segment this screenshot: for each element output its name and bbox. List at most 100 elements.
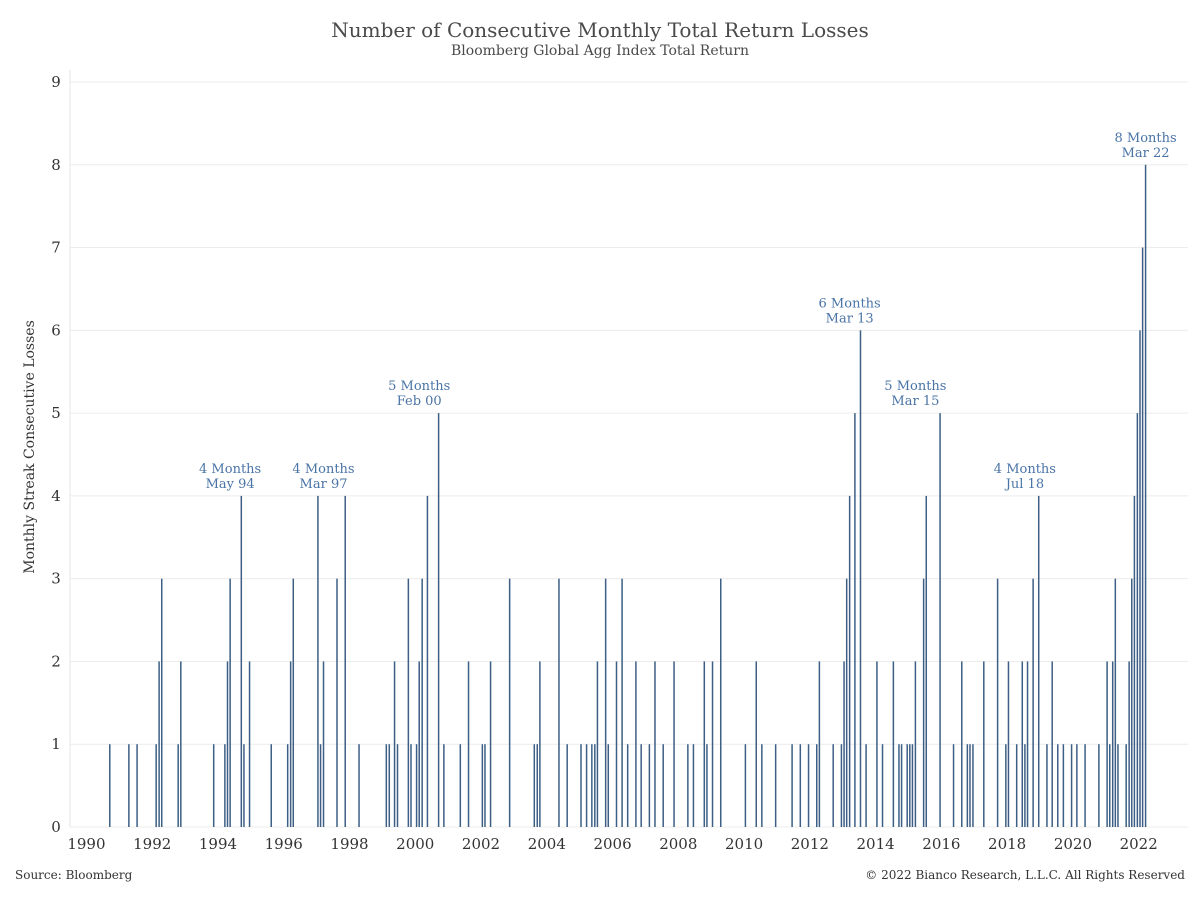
bar: [180, 661, 182, 827]
bar: [876, 661, 878, 827]
bar: [755, 661, 758, 827]
bar: [591, 744, 593, 827]
bar: [289, 661, 292, 827]
bar: [848, 495, 851, 827]
bar: [508, 578, 511, 827]
bar: [865, 744, 867, 827]
bar: [1139, 330, 1141, 827]
bar: [906, 744, 908, 827]
bar: [687, 744, 689, 827]
bar: [1133, 495, 1136, 827]
bar: [1024, 744, 1026, 827]
bar: [155, 744, 157, 827]
bar: [911, 744, 914, 827]
y-axis-label: Monthly Streak Consecutive Losses: [22, 320, 38, 574]
y-tick-label: 9: [51, 73, 61, 91]
bar: [706, 744, 708, 827]
bar: [385, 744, 388, 827]
annotation-duration: 4 Months: [199, 462, 261, 477]
bar: [585, 744, 588, 827]
bar: [421, 578, 423, 827]
bar: [358, 744, 360, 827]
bar: [177, 744, 179, 827]
bars: [109, 164, 1147, 828]
y-tick-label: 2: [51, 652, 61, 670]
bar: [160, 578, 163, 827]
x-tick-label: 2018: [988, 835, 1026, 853]
bar: [484, 744, 486, 827]
x-tick-label: 2020: [1054, 835, 1092, 853]
bar: [396, 744, 399, 827]
y-tick-label: 1: [51, 735, 61, 753]
bar: [654, 661, 656, 827]
bar: [1051, 661, 1053, 827]
bar: [840, 744, 843, 827]
bar: [224, 744, 226, 827]
x-tick-label: 2014: [857, 835, 895, 853]
bar: [292, 578, 295, 827]
x-tick-label: 2010: [725, 835, 763, 853]
bar: [1062, 744, 1065, 827]
x-tick-label: 2000: [396, 835, 434, 853]
bar: [1131, 578, 1133, 827]
bar: [972, 744, 974, 827]
bar: [317, 495, 319, 827]
annotation-duration: 4 Months: [994, 462, 1056, 477]
x-tick-label: 2022: [1120, 835, 1158, 853]
bar: [744, 744, 747, 827]
bar: [489, 661, 492, 827]
bar: [1076, 744, 1078, 827]
bar: [229, 578, 231, 827]
y-tick-label: 4: [51, 487, 61, 505]
bar: [922, 578, 925, 827]
bar: [1106, 661, 1108, 827]
bar: [1141, 247, 1144, 828]
x-tick-label: 2008: [659, 835, 697, 853]
bar: [1032, 578, 1034, 827]
bar: [322, 661, 325, 827]
bar: [925, 495, 928, 827]
bar: [1015, 744, 1018, 827]
bar: [407, 578, 410, 827]
bar: [270, 744, 272, 827]
bar: [615, 661, 618, 827]
bar: [1037, 495, 1040, 827]
bar: [939, 413, 941, 827]
bar: [662, 744, 664, 827]
bar: [243, 744, 245, 827]
bar: [692, 744, 695, 827]
bar: [1108, 744, 1111, 827]
y-tick-label: 7: [51, 239, 61, 257]
bar: [1005, 744, 1007, 827]
bar: [481, 744, 484, 827]
bar: [136, 744, 138, 827]
bar: [640, 744, 642, 827]
bar: [719, 578, 722, 827]
x-tick-labels: 1990 1992 1994 1996 1998 2000 2002 2004 2006 2008…: [67, 835, 1157, 853]
grid-lines: [69, 70, 1188, 828]
bar: [459, 744, 462, 827]
bar: [607, 744, 610, 827]
bar: [1111, 661, 1114, 827]
bar: [845, 578, 848, 827]
chart-title: Number of Consecutive Monthly Total Retu…: [331, 18, 869, 42]
bar: [1046, 744, 1048, 827]
bar: [1128, 661, 1130, 827]
bar: [388, 744, 391, 827]
x-tick-label: 2016: [922, 835, 960, 853]
bar: [621, 578, 623, 827]
bar: [635, 661, 637, 827]
bar: [336, 578, 338, 827]
annotation-duration: 5 Months: [388, 379, 450, 394]
bar: [1084, 744, 1086, 827]
x-tick-label: 2004: [528, 835, 566, 853]
bar: [109, 744, 111, 827]
bar: [443, 744, 445, 827]
bar: [952, 744, 955, 827]
annotation-date: Mar 97: [300, 477, 348, 492]
bar: [843, 661, 845, 827]
annotation-duration: 4 Months: [292, 462, 354, 477]
